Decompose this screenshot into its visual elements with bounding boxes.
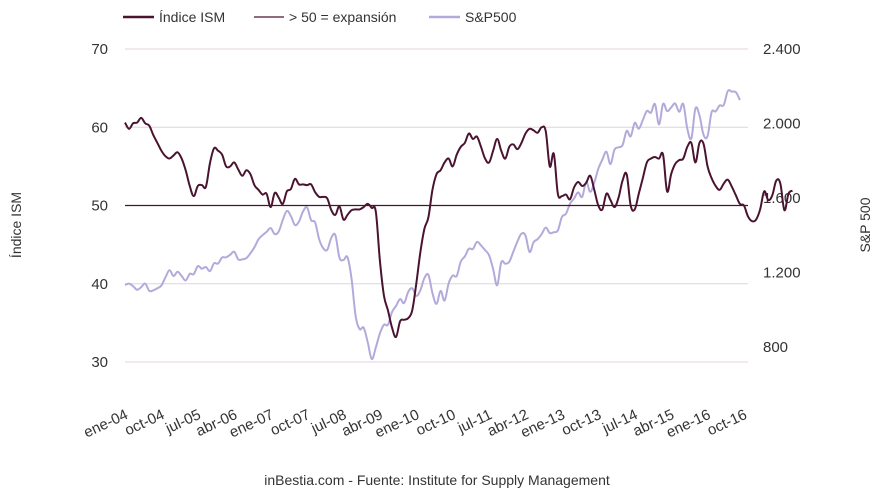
- right-axis-title: S&P 500: [857, 197, 873, 252]
- right-tick-label: 2.000: [763, 115, 801, 132]
- x-axis-ticks: ene-04oct-04jul-05abr-06ene-07oct-07jul-…: [81, 406, 749, 441]
- series-layer: [124, 89, 794, 361]
- right-tick-label: 1.200: [763, 264, 801, 281]
- left-tick-label: 70: [91, 41, 108, 58]
- legend-label-sp500: S&P500: [465, 9, 517, 25]
- left-tick-label: 50: [91, 198, 108, 215]
- right-tick-label: 2.400: [763, 41, 801, 58]
- legend-item-ism[interactable]: Índice ISM: [123, 9, 225, 25]
- x-tick-label: oct-10: [413, 406, 458, 439]
- x-tick-label: oct-04: [122, 406, 167, 439]
- right-tick-label: 800: [763, 339, 788, 356]
- legend-label-expansion: > 50 = expansión: [289, 9, 396, 25]
- left-tick-label: 30: [91, 354, 108, 371]
- left-tick-label: 60: [91, 119, 108, 136]
- x-tick-label: oct-07: [268, 406, 313, 439]
- left-axis-ticks: 30 40 50 60 70: [91, 41, 108, 371]
- x-tick-label: oct-13: [559, 406, 604, 439]
- series-line-ism: [124, 116, 794, 339]
- series-line-sp500: [124, 89, 741, 361]
- left-axis-title: Índice ISM: [8, 192, 24, 258]
- x-tick-label: oct-16: [705, 406, 750, 439]
- left-tick-label: 40: [91, 276, 108, 293]
- legend: Índice ISM > 50 = expansión S&P500: [123, 9, 517, 25]
- legend-label-ism: Índice ISM: [159, 9, 225, 25]
- legend-item-sp500[interactable]: S&P500: [429, 9, 517, 25]
- credit-text: inBestia.com - Fuente: Institute for Sup…: [264, 472, 610, 488]
- legend-item-expansion[interactable]: > 50 = expansión: [254, 9, 396, 25]
